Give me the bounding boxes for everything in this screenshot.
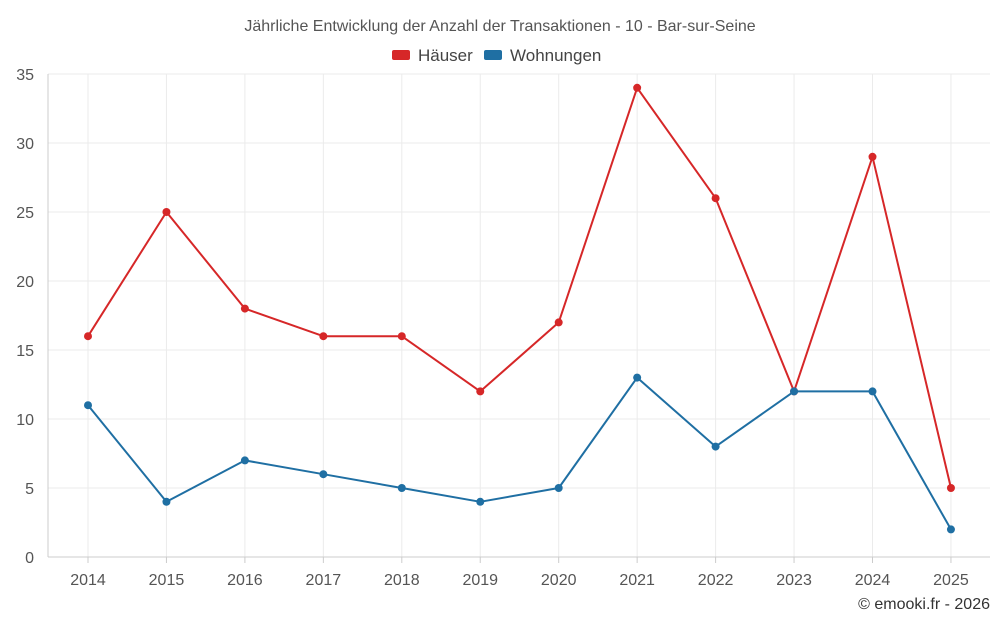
y-tick-label: 15 xyxy=(16,343,34,360)
data-point-wohnungen[interactable] xyxy=(946,525,955,534)
data-point-haeuser[interactable] xyxy=(554,318,563,327)
x-tick-label: 2016 xyxy=(227,572,263,589)
data-point-haeuser[interactable] xyxy=(240,304,249,313)
y-tick-label: 0 xyxy=(25,550,34,567)
x-tick-label: 2022 xyxy=(698,572,734,589)
y-tick-label: 25 xyxy=(16,205,34,222)
data-point-haeuser[interactable] xyxy=(397,332,406,341)
grid xyxy=(48,73,990,557)
legend-item-haeuser[interactable]: Häuser xyxy=(392,46,473,65)
legend-swatch-wohnungen xyxy=(484,50,502,60)
data-point-wohnungen[interactable] xyxy=(84,401,92,410)
x-tick-label: 2021 xyxy=(619,572,655,589)
data-point-wohnungen[interactable] xyxy=(319,470,328,479)
data-point-haeuser[interactable] xyxy=(84,332,92,341)
data-point-wohnungen[interactable] xyxy=(633,373,642,382)
x-tick-label: 2018 xyxy=(384,572,420,589)
x-tick-label: 2024 xyxy=(855,572,891,589)
x-tick-label: 2015 xyxy=(149,572,185,589)
data-point-wohnungen[interactable] xyxy=(397,484,406,492)
y-tick-label: 30 xyxy=(16,136,34,153)
data-point-wohnungen[interactable] xyxy=(476,497,485,506)
y-tick-label: 20 xyxy=(16,274,34,291)
y-tick-label: 10 xyxy=(16,412,34,429)
data-point-haeuser[interactable] xyxy=(711,194,720,203)
data-point-wohnungen[interactable] xyxy=(554,484,563,492)
x-tick-label: 2023 xyxy=(776,572,812,589)
legend-swatch-haeuser xyxy=(392,50,410,60)
x-tick-label: 2020 xyxy=(541,572,577,589)
x-tick-label: 2019 xyxy=(462,572,498,589)
series-line-wohnungen xyxy=(87,376,952,530)
data-point-wohnungen[interactable] xyxy=(868,387,877,396)
data-point-wohnungen[interactable] xyxy=(240,456,249,465)
x-tick-label: 2017 xyxy=(306,572,342,589)
y-tick-label: 5 xyxy=(25,481,34,498)
series-layer xyxy=(84,83,955,534)
x-tick-label: 2014 xyxy=(70,572,106,589)
legend-item-wohnungen[interactable]: Wohnungen xyxy=(484,46,601,65)
data-point-haeuser[interactable] xyxy=(868,152,877,161)
data-point-wohnungen[interactable] xyxy=(711,442,720,451)
legend: Häuser Wohnungen xyxy=(392,46,601,65)
data-point-wohnungen[interactable] xyxy=(162,497,171,506)
credit-text: © emooki.fr - 2026 xyxy=(858,596,990,613)
data-point-haeuser[interactable] xyxy=(319,332,328,341)
data-point-haeuser[interactable] xyxy=(162,208,171,216)
chart-title: Jährliche Entwicklung der Anzahl der Tra… xyxy=(244,18,755,35)
y-tick-label: 35 xyxy=(16,67,34,84)
data-point-haeuser[interactable] xyxy=(633,83,642,92)
legend-label-haeuser: Häuser xyxy=(418,46,473,65)
data-point-haeuser[interactable] xyxy=(476,387,485,396)
legend-label-wohnungen: Wohnungen xyxy=(510,46,601,65)
data-point-haeuser[interactable] xyxy=(946,484,955,492)
data-point-wohnungen[interactable] xyxy=(790,387,799,396)
series-line-haeuser xyxy=(87,86,952,489)
x-tick-label: 2025 xyxy=(933,572,969,589)
